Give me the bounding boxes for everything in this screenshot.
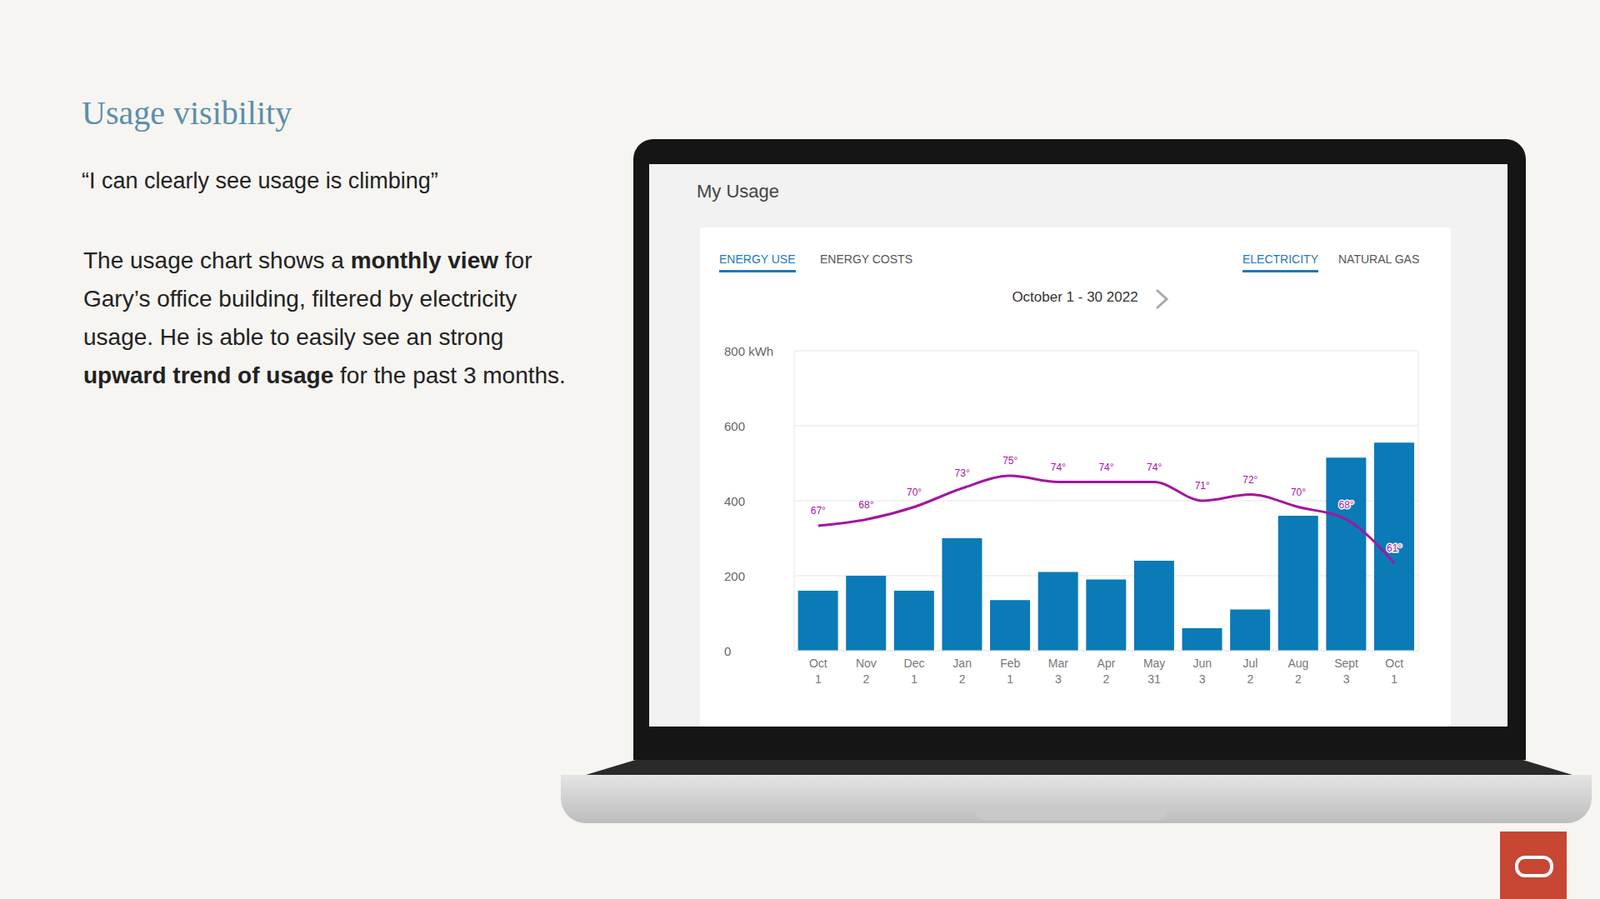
svg-text:72°: 72° xyxy=(1242,474,1258,486)
svg-text:70°: 70° xyxy=(1290,486,1306,499)
svg-text:Jun3: Jun3 xyxy=(1192,656,1212,686)
svg-text:Jul2: Jul2 xyxy=(1242,656,1258,686)
svg-text:800 kWh: 800 kWh xyxy=(724,344,774,359)
svg-text:0: 0 xyxy=(724,644,731,659)
svg-text:61°: 61° xyxy=(1386,542,1402,555)
svg-text:400: 400 xyxy=(724,494,745,509)
svg-text:Feb1: Feb1 xyxy=(1000,656,1020,686)
svg-text:70°: 70° xyxy=(906,486,922,499)
html-text:ENERGY USE: ENERGY USE xyxy=(719,252,796,266)
svg-text:Oct1: Oct1 xyxy=(1385,656,1404,686)
svg-text:74°: 74° xyxy=(1050,461,1066,474)
svg-text:Dec1: Dec1 xyxy=(904,656,925,686)
svg-text:68°: 68° xyxy=(1338,499,1354,511)
html-text:upward trend of usage for the: upward trend of usage for the past 3 mon… xyxy=(83,362,566,389)
svg-text:600: 600 xyxy=(724,419,745,434)
svg-text:75°: 75° xyxy=(1002,455,1018,467)
svg-text:74°: 74° xyxy=(1098,461,1114,474)
svg-text:200: 200 xyxy=(724,569,745,584)
svg-text:May31: May31 xyxy=(1143,656,1165,686)
svg-text:Jan2: Jan2 xyxy=(952,656,972,686)
svg-text:Nov2: Nov2 xyxy=(855,656,877,686)
svg-text:Oct1: Oct1 xyxy=(809,656,828,686)
svg-text:73°: 73° xyxy=(955,467,970,480)
html-text:NATURAL GAS: NATURAL GAS xyxy=(1338,252,1420,266)
svg-text:Aug2: Aug2 xyxy=(1288,656,1310,686)
html-text:ENERGY COSTS: ENERGY COSTS xyxy=(820,252,913,266)
svg-text:71°: 71° xyxy=(1195,480,1210,492)
svg-text:Sept3: Sept3 xyxy=(1334,656,1359,686)
html-text:October 1 - 30 2022: October 1 - 30 2022 xyxy=(1012,289,1138,305)
html-text:Usage visibility: Usage visibility xyxy=(81,94,292,132)
svg-text:68°: 68° xyxy=(858,499,874,511)
svg-text:Mar3: Mar3 xyxy=(1048,656,1069,686)
svg-text:74°: 74° xyxy=(1146,461,1162,474)
svg-text:Apr2: Apr2 xyxy=(1097,656,1116,686)
html-text:The usage chart shows a monthl: The usage chart shows a monthly view for… xyxy=(83,247,533,350)
html-text:“I can clearly see usage is cl: “I can clearly see usage is climbing” xyxy=(81,168,439,194)
html-text:My Usage: My Usage xyxy=(696,180,780,202)
svg-text:67°: 67° xyxy=(810,505,826,517)
html-text:ELECTRICITY: ELECTRICITY xyxy=(1242,252,1319,266)
